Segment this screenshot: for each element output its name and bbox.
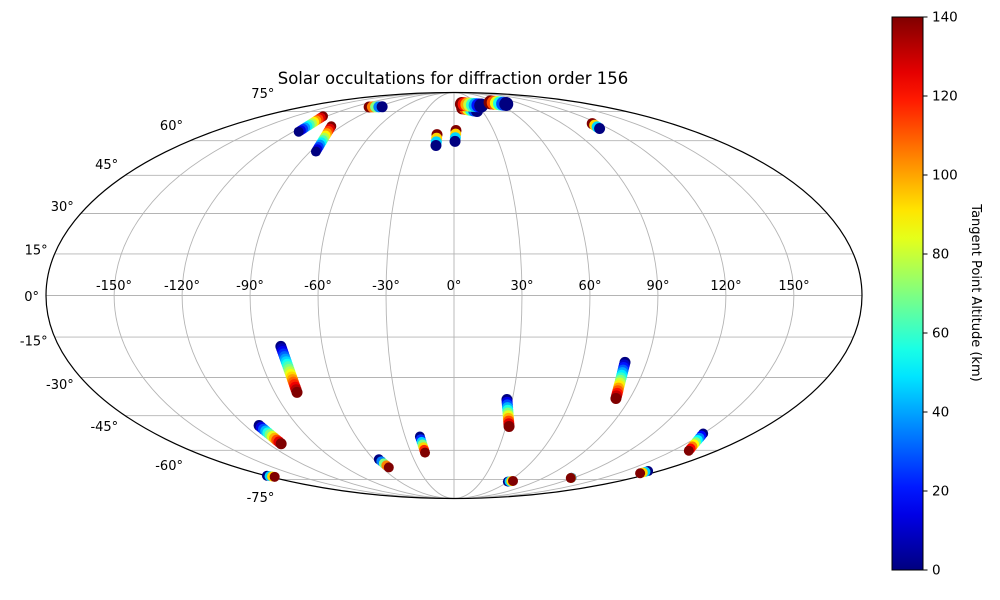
occultation-point — [565, 473, 576, 484]
occultation-point — [635, 468, 646, 479]
latitude-tick-labels: 75° 60° 45° 30° 15° 0° -15° -30° -45° -60° -75° — [20, 87, 274, 506]
occultation-point — [508, 475, 519, 486]
lat-tick-label: 15° — [25, 243, 48, 258]
occultation-track — [414, 431, 431, 458]
occultation-point — [376, 101, 388, 113]
colorbar-tick-label: 0 — [932, 563, 941, 579]
occultation-point — [293, 126, 304, 137]
occultation-track — [565, 472, 577, 484]
meridian-gridline — [385, 92, 455, 499]
colorbar-tick-label: 20 — [932, 484, 949, 500]
occultation-track — [373, 454, 394, 473]
colorbar: 0 20 40 60 80 100 120 140 Tangent Point Altitud… — [891, 10, 983, 579]
lon-tick-label: -90° — [236, 279, 264, 294]
lon-tick-label: 60° — [578, 279, 601, 294]
occultation-track — [454, 97, 489, 113]
lon-tick-label: 90° — [646, 279, 669, 294]
occultation-track — [483, 95, 514, 112]
lat-tick-label: 45° — [95, 158, 118, 173]
occultation-track — [253, 420, 287, 450]
longitude-tick-labels: -150° -120° -90° -60° -30° 0° 30° 60° 90° 120° 150… — [96, 279, 810, 294]
occultation-track — [586, 118, 606, 134]
occultation-point — [420, 447, 431, 458]
lat-tick-label: -60° — [155, 459, 183, 474]
meridian-gridline — [453, 92, 727, 499]
occultation-track — [501, 393, 515, 433]
lat-tick-label: 60° — [160, 119, 183, 134]
colorbar-label: Tangent Point Altitude (km) — [968, 203, 983, 381]
lon-tick-label: 120° — [710, 279, 741, 294]
occultation-track — [502, 475, 519, 487]
lon-tick-label: -60° — [304, 279, 332, 294]
plot-title: Solar occultations for diffraction order… — [278, 69, 629, 88]
occultation-point — [503, 421, 515, 433]
occultation-point — [269, 471, 280, 482]
occultation-point — [310, 146, 321, 157]
meridian-gridline — [453, 92, 795, 499]
occultation-point — [449, 135, 461, 147]
occultation-point — [683, 445, 694, 456]
graticule — [46, 92, 862, 499]
meridian-gridline — [453, 92, 659, 499]
occultation-track — [261, 470, 280, 482]
colorbar-gradient — [891, 16, 924, 571]
occultation-track — [293, 111, 329, 137]
occultation-point — [610, 392, 622, 404]
lat-tick-label: 0° — [24, 290, 39, 305]
colorbar-tick-label: 140 — [932, 10, 958, 26]
lat-tick-label: -45° — [90, 420, 118, 435]
colorbar-tick-label: 100 — [932, 168, 958, 184]
occultation-track — [275, 340, 303, 398]
lon-tick-label: 30° — [510, 279, 533, 294]
meridian-gridline — [113, 92, 455, 499]
occultation-track — [363, 101, 388, 113]
occultation-point — [291, 386, 303, 398]
colorbar-ticks: 0 20 40 60 80 100 120 140 — [923, 10, 958, 579]
occultation-tracks — [253, 95, 709, 487]
colorbar-tick-label: 40 — [932, 405, 949, 421]
lat-tick-label: -75° — [247, 491, 275, 506]
lon-tick-label: -120° — [164, 279, 200, 294]
lon-tick-label: 150° — [778, 279, 809, 294]
map-boundary — [45, 91, 863, 500]
lat-tick-label: -30° — [46, 378, 74, 393]
colorbar-tick-label: 60 — [932, 326, 949, 342]
occultation-track — [310, 121, 337, 157]
colorbar-tick-label: 120 — [932, 89, 958, 105]
occultation-point — [383, 462, 394, 473]
lat-tick-label: 30° — [51, 200, 74, 215]
meridian-gridline — [317, 92, 455, 499]
occultation-track — [635, 466, 654, 479]
meridian-gridline — [453, 92, 523, 499]
meridian-gridline — [453, 92, 591, 499]
lon-tick-label: -30° — [372, 279, 400, 294]
occultation-point — [430, 140, 442, 152]
lat-tick-label: -15° — [20, 335, 48, 350]
lon-tick-label: -150° — [96, 279, 132, 294]
colorbar-tick-label: 80 — [932, 247, 949, 263]
occultation-track — [449, 124, 462, 147]
occultation-point — [594, 122, 606, 134]
occultation-track — [430, 129, 443, 152]
occultation-point — [499, 97, 514, 112]
occultation-track — [610, 356, 631, 404]
occultation-track — [683, 428, 709, 456]
meridian-gridline — [249, 92, 455, 499]
lon-tick-label: 0° — [447, 279, 462, 294]
occultation-point — [275, 438, 287, 450]
lat-tick-label: 75° — [251, 87, 274, 102]
